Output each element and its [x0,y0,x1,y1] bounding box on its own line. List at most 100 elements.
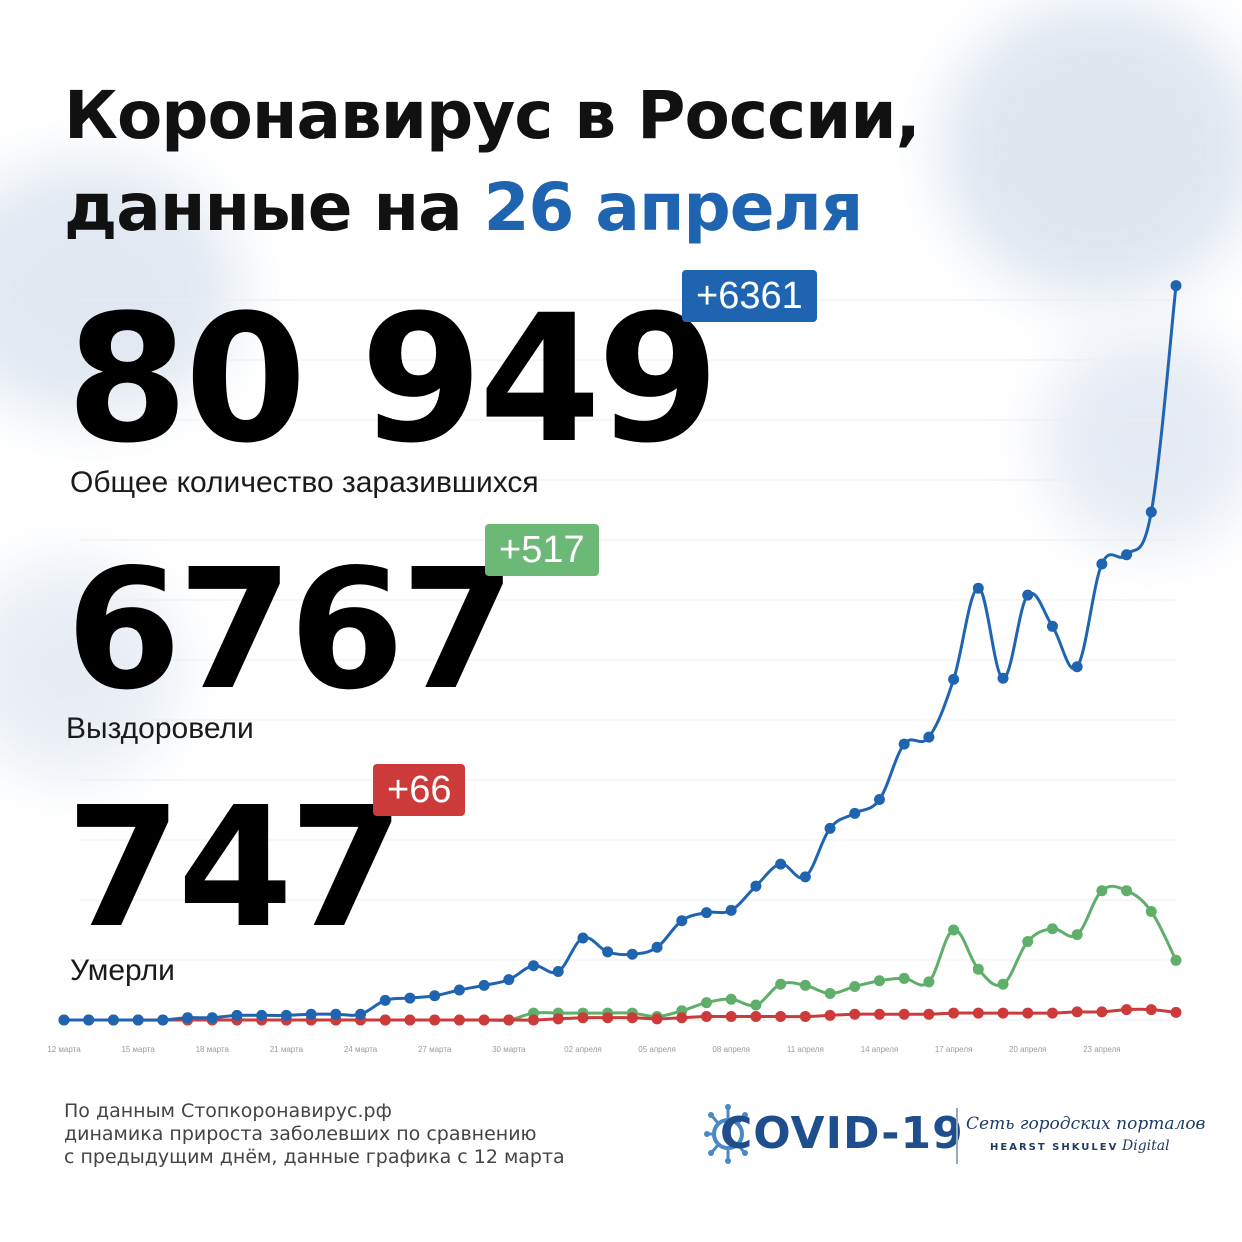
data-point [849,981,861,993]
data-point [997,672,1009,684]
recovered-total: 6767 [66,534,516,727]
brand-digital: Digital [1122,1138,1170,1154]
data-point [676,1012,688,1024]
data-point [1046,923,1058,935]
data-point [700,1011,712,1023]
data-point [1096,885,1108,897]
data-point [528,960,540,972]
data-point [775,858,787,870]
title-date: 26 апреля [483,169,864,246]
data-point [404,992,416,1004]
data-point [676,915,688,927]
data-point [1071,1006,1083,1018]
title-line2-prefix: данные на [64,169,484,246]
x-tick-label: 20 апреля [1009,1045,1047,1054]
data-point [750,1011,762,1023]
x-tick-label: 11 апреля [787,1045,824,1054]
data-point [478,1014,490,1026]
data-point [231,1009,243,1021]
brand-name: HEARST SHKULEV [990,1142,1119,1153]
x-tick-label: 12 марта [47,1045,81,1054]
data-point [182,1012,194,1024]
x-tick-label: 30 марта [492,1045,526,1054]
data-point [1096,1006,1108,1018]
data-point [1170,1006,1182,1018]
data-point [157,1014,169,1026]
x-tick-label: 17 апреля [935,1045,973,1054]
data-point [873,1008,885,1020]
infected-label: Общее количество заразившихся [70,466,539,499]
data-point [602,946,614,958]
data-point [453,984,465,996]
data-point [1022,935,1034,947]
deaths-delta-badge: +66 [373,764,466,816]
x-tick-label: 02 апреля [564,1045,602,1054]
data-point [923,731,935,743]
data-point [132,1014,144,1026]
virus-icon [704,1104,748,1164]
data-point [775,1011,787,1023]
data-point [997,978,1009,990]
data-point [1046,1007,1058,1019]
data-point [651,1013,663,1025]
background-blob [1040,330,1242,550]
page-title: Коронавирус в России, данные на 26 апрел… [64,70,921,254]
x-tick-label: 05 апреля [638,1045,676,1054]
data-point [849,1008,861,1020]
data-point [552,1013,564,1025]
data-point [1071,929,1083,941]
x-tick-label: 14 апреля [861,1045,899,1054]
data-point [1170,954,1182,966]
data-point [898,738,910,750]
data-point [1121,885,1133,897]
data-point [1145,905,1157,917]
data-point [972,582,984,594]
data-point [1121,1004,1133,1016]
data-point [898,972,910,984]
data-point [997,1007,1009,1019]
x-tick-label: 08 апреля [712,1045,750,1054]
data-point [528,1014,540,1026]
data-point [58,1014,70,1026]
infected-total: 80 949 [66,277,720,482]
network-name: Сеть городских порталов [966,1114,1206,1134]
data-point [873,975,885,987]
deaths-label: Умерли [70,954,175,987]
data-point [725,1011,737,1023]
data-point [1145,506,1157,518]
data-point [83,1014,95,1026]
data-point [1121,549,1133,561]
data-point [305,1008,317,1020]
data-point [923,1008,935,1020]
data-point [775,978,787,990]
x-tick-label: 24 марта [344,1045,378,1054]
source-note-line: По данным Стопкоронавирус.рф [64,1100,392,1122]
data-point [107,1014,119,1026]
data-point [1046,620,1058,632]
title-line1: Коронавирус в России, [64,77,921,154]
x-tick-label: 27 марта [418,1045,452,1054]
data-point [429,1014,441,1026]
data-point [898,1008,910,1020]
source-note-line: с предыдущим днём, данные графика с 12 м… [64,1146,565,1168]
data-point [355,1008,367,1020]
background-blob [0,560,180,780]
data-point [824,822,836,834]
data-point [626,948,638,960]
data-point [1071,661,1083,673]
data-point [948,1007,960,1019]
deaths-total: 747 [66,772,405,965]
data-point [256,1009,268,1021]
data-point [799,871,811,883]
data-point [206,1012,218,1024]
data-point [503,974,515,986]
data-point [404,1014,416,1026]
background-blob [940,0,1242,300]
data-point [552,966,564,978]
data-point [602,1012,614,1024]
infected-delta-badge: +6361 [682,270,817,322]
data-point [948,924,960,936]
data-point [1170,280,1182,292]
data-point [280,1009,292,1021]
